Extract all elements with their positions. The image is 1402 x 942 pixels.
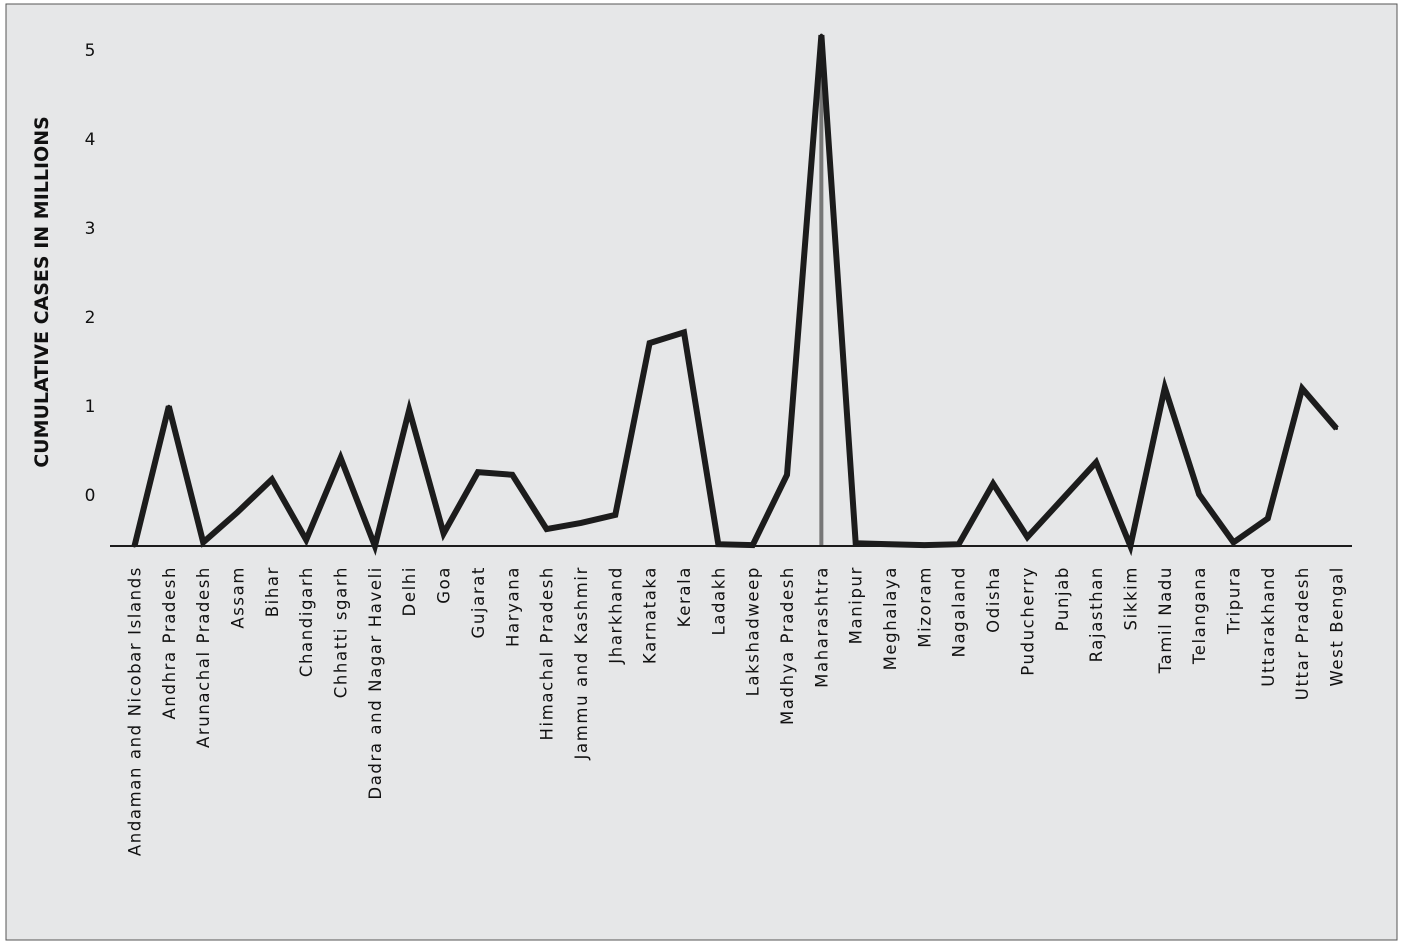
data-point (304, 538, 308, 542)
x-tick-label: Andhra Pradesh (160, 566, 179, 719)
data-point (613, 513, 617, 517)
x-tick-label: West Bengal (1328, 566, 1347, 687)
x-tick-label: Tripura (1225, 566, 1244, 635)
x-tick-label: Puducherry (1018, 566, 1037, 676)
chart-background (5, 3, 1398, 941)
data-point (957, 542, 961, 546)
data-point (1232, 540, 1235, 544)
y-tick-label: 0 (85, 486, 96, 506)
x-tick-label: Karnataka (641, 566, 660, 664)
x-tick-label: Himachal Pradesh (538, 566, 557, 740)
x-tick-label: Andaman and Nicobar Islands (126, 566, 145, 856)
data-point (476, 470, 480, 474)
data-point (133, 544, 136, 548)
y-tick-label: 3 (85, 219, 96, 239)
data-point (1094, 460, 1098, 464)
x-tick-label: Gujarat (469, 566, 488, 639)
x-tick-label: Bihar (263, 566, 282, 617)
data-point (922, 543, 926, 547)
x-tick-label: Manipur (847, 566, 866, 644)
x-tick-label: Chhatti sgarh (332, 566, 351, 698)
data-point (1266, 516, 1270, 520)
data-point (888, 542, 892, 546)
x-tick-label: Haryana (503, 566, 522, 647)
data-point (373, 544, 377, 548)
x-tick-label: Goa (435, 566, 454, 604)
data-point (167, 404, 171, 408)
x-tick-label: Nagaland (950, 566, 969, 657)
data-point (716, 542, 720, 546)
x-tick-label: Jharkhand (606, 566, 625, 665)
y-tick-label: 2 (85, 308, 96, 328)
y-axis-label: CUMULATIVE CASES IN MILLIONS (31, 116, 53, 468)
data-point (785, 473, 789, 477)
data-point (201, 540, 205, 544)
data-point (442, 532, 446, 535)
x-tick-label: Uttarakhand (1259, 566, 1278, 687)
data-points (133, 33, 1338, 548)
x-tick-label: Tamil Nadu (1156, 566, 1175, 674)
y-tick-labels: 0 1 2 3 4 5 (85, 41, 96, 506)
x-tick-label: Rajasthan (1087, 566, 1106, 662)
data-point (1197, 492, 1201, 496)
x-tick-label: Assam (229, 566, 248, 629)
data-point (407, 408, 411, 412)
x-tick-label: Uttar Pradesh (1293, 566, 1312, 700)
x-tick-label: Delhi (400, 566, 419, 616)
data-point (1025, 535, 1029, 539)
x-tick-label: Jammu and Kashmir (572, 566, 591, 760)
data-point (270, 477, 274, 481)
data-point (510, 473, 514, 477)
x-tick-label: Lakshadweep (744, 566, 763, 696)
data-point (1060, 498, 1064, 502)
data-point (545, 527, 549, 531)
x-tick-label: Mizoram (915, 566, 934, 648)
x-tick-label: Dadra and Nagar Haveli (366, 566, 385, 800)
y-tick-label: 5 (85, 41, 96, 61)
x-category-labels: Andaman and Nicobar Islands Andhra Prades… (126, 566, 1347, 856)
x-tick-label: Kerala (675, 566, 694, 627)
x-tick-label: Chandigarh (297, 566, 316, 677)
x-tick-label: Ladakh (709, 566, 728, 636)
data-point (648, 341, 652, 345)
data-point (682, 330, 686, 334)
data-point (339, 456, 343, 460)
data-point (1163, 386, 1167, 390)
x-tick-label: Madhya Pradesh (778, 566, 797, 725)
data-point (1335, 427, 1338, 430)
data-point (236, 510, 239, 514)
x-tick-label: Odisha (984, 566, 1003, 633)
y-tick-label: 4 (85, 130, 96, 150)
data-point (579, 521, 583, 525)
x-tick-label: Maharashtra (812, 566, 831, 688)
x-tick-label: Telangana (1190, 566, 1209, 665)
x-tick-label: Meghalaya (881, 566, 900, 670)
data-point (854, 541, 858, 545)
data-point (1128, 544, 1132, 548)
x-tick-label: Arunachal Pradesh (194, 566, 213, 748)
y-tick-label: 1 (85, 397, 96, 417)
data-point (819, 33, 823, 37)
x-tick-label: Sikkim (1121, 566, 1140, 630)
data-point (751, 543, 755, 547)
x-tick-label: Punjab (1053, 566, 1072, 631)
data-point (991, 482, 995, 486)
data-point (1300, 387, 1304, 390)
series-line (131, 34, 1339, 557)
